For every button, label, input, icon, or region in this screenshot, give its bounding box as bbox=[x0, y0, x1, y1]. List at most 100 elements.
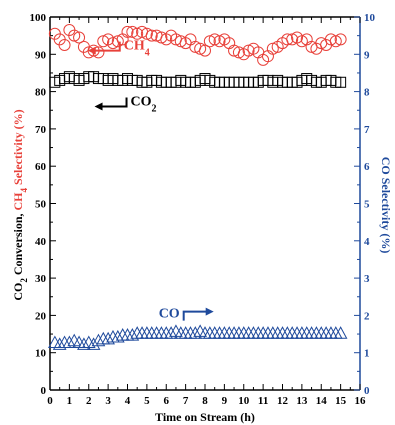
y-right-tick-label: 1 bbox=[364, 348, 370, 360]
y-left-tick-label: 60 bbox=[35, 161, 47, 173]
y-axis-left-title: CO2 Conversion, CH4 Selectivity (%) bbox=[11, 109, 29, 300]
ch4-point bbox=[286, 33, 299, 46]
ch4-point bbox=[184, 33, 197, 46]
y-right-tick-label: 6 bbox=[364, 161, 370, 173]
ch4-point bbox=[126, 25, 139, 38]
annotation-label-subscript: 4 bbox=[145, 47, 150, 58]
x-tick-label: 11 bbox=[258, 395, 268, 407]
annotation-label-text: CH bbox=[124, 39, 145, 54]
co-point bbox=[333, 326, 348, 339]
y-left-tick-label: 70 bbox=[35, 124, 47, 136]
ch4-point bbox=[266, 42, 279, 55]
annotation-arrowhead-co bbox=[205, 307, 214, 316]
series-layer bbox=[48, 24, 348, 350]
x-tick-label: 9 bbox=[222, 395, 228, 407]
ch4-point bbox=[121, 25, 134, 38]
x-tick-label: 1 bbox=[67, 395, 73, 407]
ch4-point bbox=[232, 46, 245, 59]
co-point bbox=[193, 324, 207, 337]
y-left-tick-label: 40 bbox=[35, 236, 47, 248]
y-right-tick-label: 9 bbox=[364, 49, 370, 61]
y-axis-left-title-part: CO bbox=[11, 283, 25, 301]
y-left-tick-label: 90 bbox=[35, 49, 47, 61]
y-right-tick-label: 4 bbox=[364, 236, 370, 248]
y-left-tick-label: 10 bbox=[35, 348, 47, 360]
y-right-tick-label: 7 bbox=[364, 124, 370, 136]
y-right-tick-label: 0 bbox=[364, 385, 370, 397]
annotation-arrow-co2 bbox=[98, 97, 128, 108]
co-point bbox=[67, 333, 82, 347]
co-point bbox=[188, 326, 203, 339]
y-right-tick-label: 10 bbox=[364, 12, 376, 24]
ch4-point bbox=[223, 37, 236, 50]
x-axis-title: Time on Stream (h) bbox=[155, 410, 255, 424]
ch4-point bbox=[199, 44, 211, 57]
annotation-co2: CO2 bbox=[94, 95, 157, 115]
y-left-tick-label: 30 bbox=[35, 273, 47, 285]
x-tick-label: 4 bbox=[125, 395, 131, 407]
co-point bbox=[62, 335, 77, 349]
co-point bbox=[52, 337, 67, 350]
co-point bbox=[125, 328, 140, 341]
co-point bbox=[101, 331, 115, 345]
x-tick-label: 12 bbox=[277, 395, 289, 407]
y-axis-left-title-part: Selectivity (%) bbox=[11, 109, 25, 188]
annotation-arrowhead-ch4 bbox=[87, 46, 96, 55]
co-point bbox=[77, 337, 91, 350]
ch4-point bbox=[257, 53, 270, 66]
y-axis-right-title: CO Selectivity (%) bbox=[379, 157, 393, 254]
y-right-tick-label: 3 bbox=[364, 273, 370, 285]
annotation-label-co: CO bbox=[159, 307, 180, 322]
ch4-point bbox=[58, 38, 71, 51]
ch4-point bbox=[242, 44, 255, 57]
x-tick-label: 13 bbox=[296, 395, 308, 407]
co-point bbox=[86, 337, 101, 350]
x-tick-label: 7 bbox=[183, 395, 189, 407]
x-tick-label: 3 bbox=[105, 395, 111, 407]
annotation-ch4: CH4 bbox=[87, 39, 150, 59]
ch4-point bbox=[131, 27, 144, 40]
y-right-tick-label: 8 bbox=[364, 87, 370, 99]
series-co bbox=[48, 324, 348, 350]
annotation-label-text: CO bbox=[131, 95, 152, 110]
ch4-point bbox=[208, 33, 221, 46]
series-ch4 bbox=[48, 24, 347, 66]
ch4-point bbox=[174, 35, 187, 48]
ch4-point bbox=[213, 35, 226, 48]
y-axis-left-title-part: Conversion, bbox=[11, 210, 25, 278]
x-tick-label: 6 bbox=[164, 395, 170, 407]
co-point bbox=[169, 324, 183, 337]
ch4-point bbox=[68, 29, 81, 42]
x-tick-label: 14 bbox=[316, 395, 328, 407]
y-left-tick-label: 50 bbox=[35, 199, 47, 211]
y-right-tick-label: 2 bbox=[364, 310, 370, 322]
annotation-arrow-ch4 bbox=[91, 41, 121, 52]
y-axis-left-title-subscript: 2 bbox=[19, 278, 29, 283]
x-tick-label: 0 bbox=[47, 395, 53, 407]
ch4-point bbox=[324, 33, 337, 46]
annotation-label-ch4: CH4 bbox=[124, 39, 150, 59]
ch4-point bbox=[261, 50, 274, 63]
series-co2 bbox=[49, 71, 347, 88]
x-tick-label: 8 bbox=[202, 395, 208, 407]
annotation-label-subscript: 2 bbox=[152, 103, 157, 114]
ch4-point bbox=[295, 35, 308, 48]
co-point bbox=[164, 326, 178, 339]
y-left-tick-label: 80 bbox=[35, 87, 47, 99]
co2-point bbox=[335, 76, 347, 88]
ch4-point bbox=[194, 42, 207, 55]
ch4-point bbox=[145, 29, 158, 42]
annotation-label-co2: CO2 bbox=[131, 95, 157, 115]
y-axis-right-ticks: 0 1 2 3 4 5 6 7 8 9 10 bbox=[354, 12, 376, 397]
y-axis-left-ticks: 0 10 20 30 40 50 60 70 80 90 100 bbox=[30, 12, 56, 397]
ch4-point bbox=[155, 31, 168, 44]
x-tick-label: 15 bbox=[335, 395, 347, 407]
x-tick-label: 5 bbox=[144, 395, 150, 407]
y-axis-left-title-subscript: 4 bbox=[19, 187, 29, 192]
ch4-point bbox=[140, 27, 153, 40]
annotation-co: CO bbox=[159, 307, 214, 322]
ch4-point bbox=[111, 35, 124, 48]
y-left-tick-label: 20 bbox=[35, 310, 47, 322]
ch4-point bbox=[203, 35, 216, 48]
